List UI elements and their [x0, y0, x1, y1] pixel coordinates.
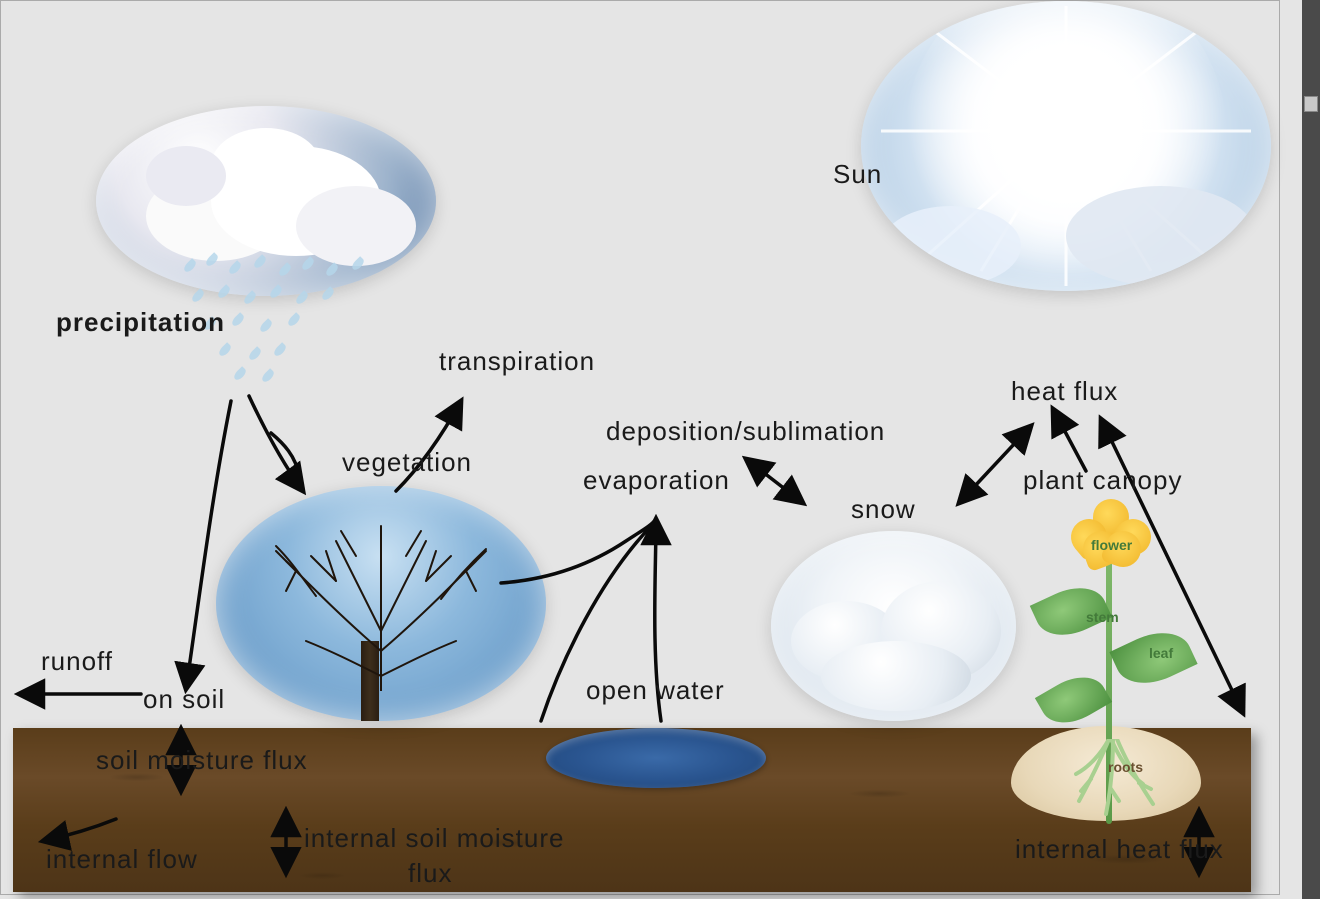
label-stem: stem: [1086, 609, 1119, 625]
label-leaf: leaf: [1149, 645, 1173, 661]
label-soil-moisture-flux: soil moisture flux: [96, 745, 308, 776]
label-runoff: runoff: [41, 646, 113, 677]
flower-icon: [1071, 499, 1151, 564]
diagram-canvas: precipitation Sun transpiration vegetati…: [0, 0, 1280, 895]
label-precipitation: precipitation: [56, 307, 225, 338]
scrollbar-stub: [1302, 0, 1320, 899]
label-snow: snow: [851, 494, 916, 525]
label-sun: Sun: [833, 159, 882, 190]
open-water-pool: [546, 728, 766, 788]
sun-ellipse: [861, 1, 1271, 291]
leaf-left-lower: [1035, 666, 1112, 735]
label-vegetation: vegetation: [342, 447, 472, 478]
tree-branches-icon: [236, 501, 526, 691]
label-transpiration: transpiration: [439, 346, 595, 377]
label-internal-soil-moisture-flux-2: flux: [408, 858, 452, 889]
label-on-soil: on soil: [143, 684, 225, 715]
sun-icon: [861, 1, 1271, 291]
roots-icon: [1071, 739, 1171, 819]
label-flower: flower: [1091, 537, 1132, 553]
label-internal-heat-flux: internal heat flux: [1015, 834, 1224, 865]
label-open-water: open water: [586, 675, 725, 706]
label-deposition-sublimation: deposition/sublimation: [606, 416, 885, 447]
label-evaporation: evaporation: [583, 465, 730, 496]
label-internal-flow: internal flow: [46, 844, 198, 875]
label-internal-soil-moisture-flux-1: internal soil moisture: [304, 823, 564, 854]
snow-ellipse: [771, 531, 1016, 721]
label-plant-canopy: plant canopy: [1023, 465, 1182, 496]
label-roots: roots: [1108, 759, 1143, 775]
label-heat-flux: heat flux: [1011, 376, 1118, 407]
